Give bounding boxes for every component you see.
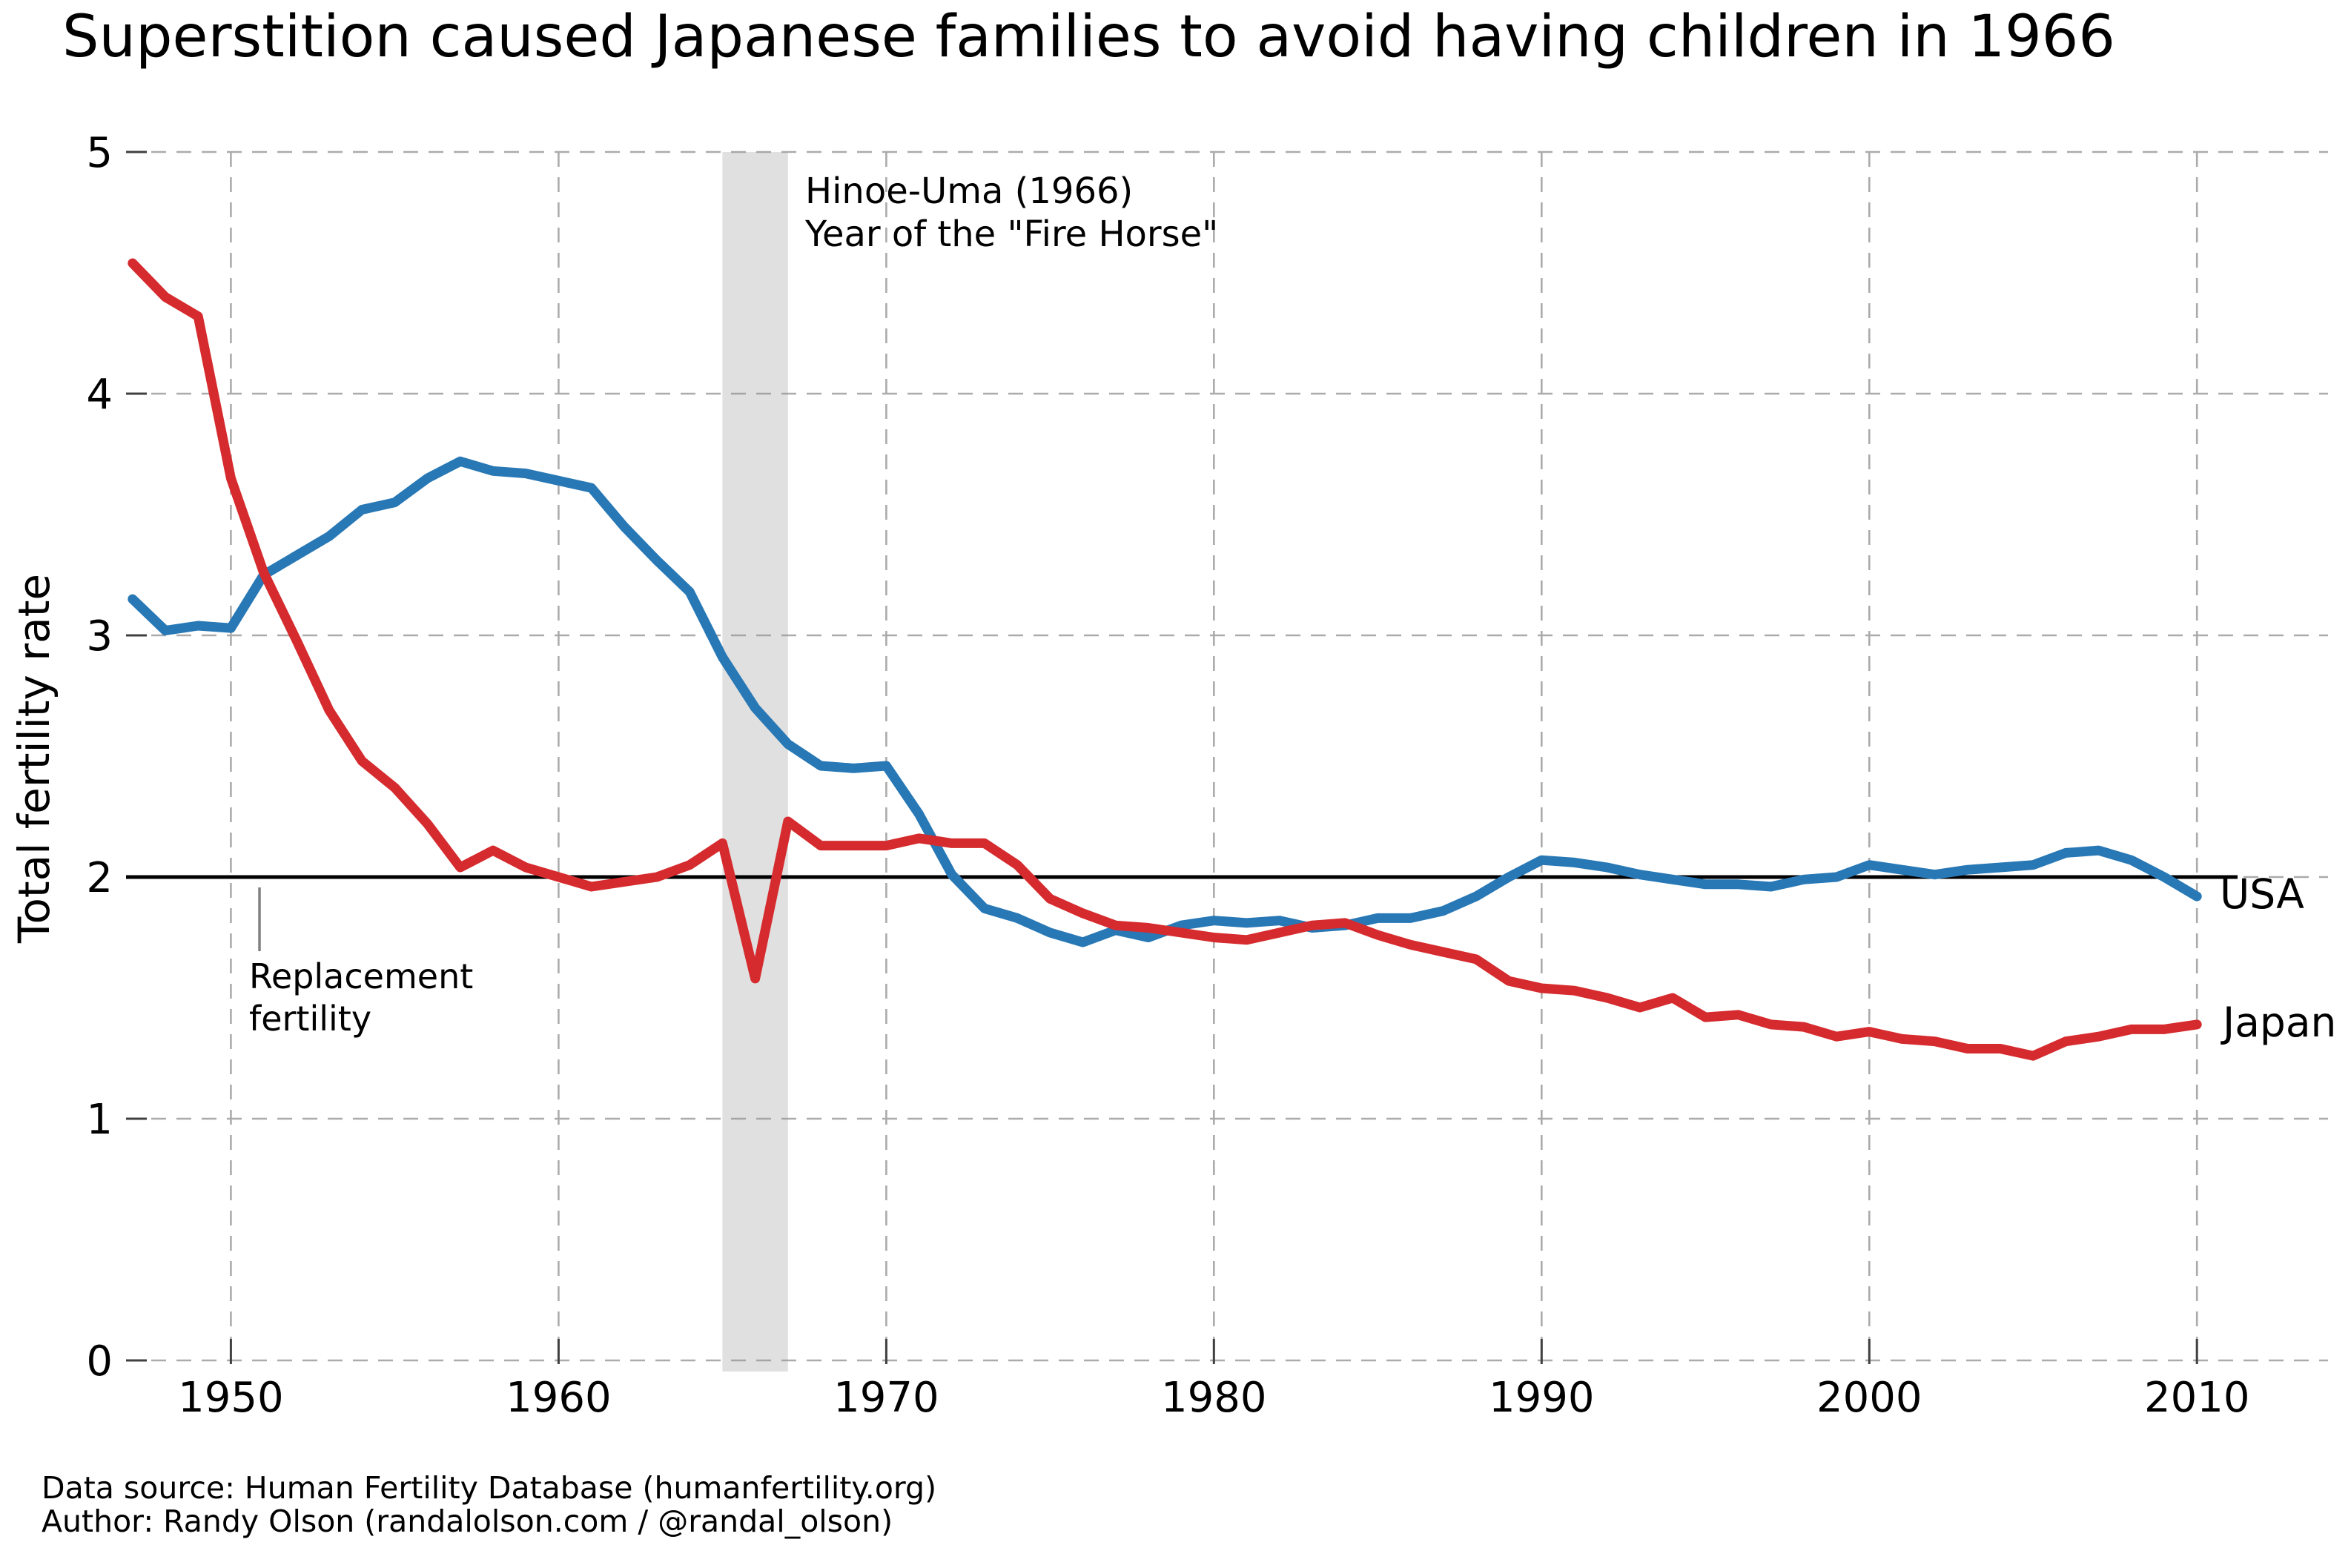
svg-text:1970: 1970 — [833, 1374, 939, 1422]
hinoe-uma-annotation-line2: Year of the "Fire Horse" — [805, 214, 1219, 255]
svg-text:1980: 1980 — [1161, 1374, 1267, 1422]
svg-text:5: 5 — [86, 129, 113, 177]
usa-series-label: USA — [2220, 870, 2304, 918]
svg-text:1960: 1960 — [506, 1374, 612, 1422]
chart-title: Superstition caused Japanese families to… — [62, 4, 2115, 70]
y-axis-title: Total fertility rate — [9, 573, 59, 944]
replacement-fertility-label-line2: fertility — [249, 999, 372, 1039]
svg-text:1: 1 — [86, 1096, 113, 1144]
svg-text:3: 3 — [86, 612, 113, 661]
svg-text:2000: 2000 — [1816, 1374, 1922, 1422]
replacement-fertility-label-line1: Replacement — [249, 956, 474, 996]
hinoe-uma-annotation-line1: Hinoe-Uma (1966) — [805, 171, 1134, 212]
svg-text:2: 2 — [86, 854, 113, 902]
svg-text:0: 0 — [86, 1337, 113, 1386]
svg-text:2010: 2010 — [2144, 1374, 2250, 1422]
svg-text:4: 4 — [86, 371, 113, 419]
japan-series-label: Japan — [2223, 999, 2337, 1046]
svg-text:1950: 1950 — [178, 1374, 284, 1422]
author-credit: Author: Randy Olson (randalolson.com / @… — [42, 1504, 893, 1539]
data-source-credit: Data source: Human Fertility Database (h… — [42, 1470, 937, 1506]
svg-text:1990: 1990 — [1489, 1374, 1595, 1422]
